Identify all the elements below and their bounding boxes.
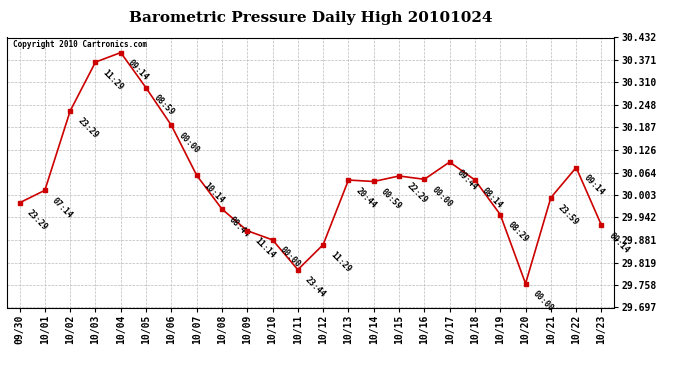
Text: 23:59: 23:59 [556, 203, 580, 227]
Text: 07:14: 07:14 [50, 196, 75, 220]
Text: 08:14: 08:14 [480, 186, 504, 210]
Text: 00:00: 00:00 [531, 289, 555, 313]
Text: 22:29: 22:29 [404, 182, 428, 206]
Text: 00:00: 00:00 [278, 246, 302, 270]
Text: 00:59: 00:59 [380, 187, 404, 211]
Text: 08:29: 08:29 [506, 220, 530, 244]
Text: 09:14: 09:14 [582, 173, 606, 197]
Text: 10:14: 10:14 [202, 181, 226, 205]
Text: Barometric Pressure Daily High 20101024: Barometric Pressure Daily High 20101024 [129, 11, 492, 25]
Text: 11:29: 11:29 [101, 68, 125, 92]
Text: 08:44: 08:44 [228, 214, 252, 238]
Text: 09:14: 09:14 [607, 231, 631, 255]
Text: 09:44: 09:44 [455, 168, 480, 192]
Text: 09:14: 09:14 [126, 58, 150, 82]
Text: 00:00: 00:00 [430, 185, 454, 209]
Text: 23:29: 23:29 [76, 117, 100, 141]
Text: 08:59: 08:59 [152, 93, 176, 117]
Text: 20:44: 20:44 [354, 186, 378, 210]
Text: 23:44: 23:44 [304, 275, 328, 299]
Text: 00:00: 00:00 [177, 131, 201, 155]
Text: 11:14: 11:14 [253, 236, 277, 260]
Text: Copyright 2010 Cartronics.com: Copyright 2010 Cartronics.com [13, 40, 147, 49]
Text: 11:29: 11:29 [328, 250, 353, 274]
Text: 23:29: 23:29 [25, 209, 49, 232]
